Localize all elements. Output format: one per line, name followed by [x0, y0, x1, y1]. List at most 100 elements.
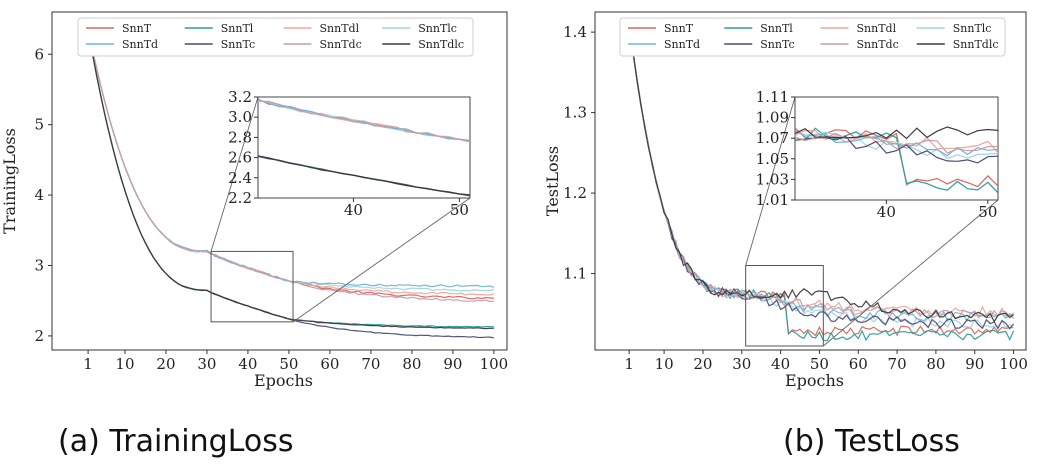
- series-group: [87, 29, 495, 339]
- x-tick-label: 20: [693, 355, 712, 373]
- zoom-connector: [745, 96, 796, 266]
- series-line-SnnTdlc: [87, 29, 494, 330]
- x-tick-label: 40: [771, 355, 790, 373]
- inset-test: 40 50 1.01 1.03 1.05 1.07 1.09 1.11: [756, 88, 999, 221]
- series-group: [628, 23, 1015, 342]
- x-tick-label: 60: [849, 355, 868, 373]
- x-tick-label: 100: [480, 355, 509, 373]
- inset-y-tick-label: 2.4: [228, 169, 252, 187]
- y-tick-label: 1.4: [563, 23, 587, 41]
- inset-line-SnnTlc: [795, 131, 998, 160]
- chart-test: 1 10 20 30 40 50 60 70 80 90 100 1.1 1.2 1.3 1.4 Epochs…: [543, 11, 1028, 390]
- x-tick-label: 50: [279, 355, 298, 373]
- zoom-connector: [823, 199, 999, 347]
- x-tick-label: 60: [320, 355, 339, 373]
- caption-training-loss: (a) TrainingLoss: [58, 424, 294, 459]
- inset-y-tick-label: 1.11: [756, 88, 789, 106]
- legend-frame: [619, 17, 1006, 57]
- chart-training: 1 10 20 30 40 50 60 70 80 90 100 2 3 4 5 6 Epochs Trainin…: [0, 11, 509, 390]
- y-tick-label: 3: [34, 257, 44, 275]
- zoom-box: [210, 250, 294, 323]
- series-line-SnnTdc: [87, 29, 494, 303]
- legend-label-SnnTdl: SnnTdl: [320, 22, 360, 35]
- x-axis-label: Epochs: [254, 371, 313, 390]
- y-axis-label: TrainingLoss: [0, 128, 19, 234]
- inset-line-SnnT: [795, 127, 998, 188]
- y-tick-label: 1.3: [563, 104, 587, 122]
- series-line-SnnTc: [628, 23, 1015, 330]
- x-tick-label: 80: [926, 355, 945, 373]
- x-tick-label: 30: [732, 355, 751, 373]
- y-tick-label: 1.2: [563, 184, 587, 202]
- inset-y-tick-label: 1.07: [756, 129, 789, 147]
- inset-y-tick-label: 1.03: [756, 170, 789, 188]
- x-tick-label: 30: [197, 355, 216, 373]
- inset-frame: [257, 96, 471, 199]
- legend-label-SnnT: SnnT: [664, 22, 694, 35]
- inset-training: 40 50 2.2 2.4 2.6 2.8 3.0 3.2: [228, 88, 471, 219]
- legend-label-SnnTdc: SnnTdc: [857, 38, 899, 51]
- legend: SnnT SnnTl SnnTdl SnnTlc SnnTd SnnTc SnnTdc Snn…: [77, 17, 474, 57]
- inset-line-SnnTc: [795, 135, 998, 164]
- x-tick-label: 1: [624, 355, 634, 373]
- x-tick-label: 10: [655, 355, 674, 373]
- x-tick-label: 50: [810, 355, 829, 373]
- inset-y-tick-label: 1.01: [756, 191, 789, 209]
- legend-label-SnnTc: SnnTc: [221, 38, 255, 51]
- x-tick-label: 10: [115, 355, 134, 373]
- x-tick-label: 80: [402, 355, 421, 373]
- y-tick-label: 5: [34, 116, 44, 134]
- legend-label-SnnTlc: SnnTlc: [418, 22, 457, 35]
- zoom-box: [745, 265, 824, 347]
- inset-y-tick-label: 3.2: [228, 88, 252, 106]
- inset-series-group: [258, 98, 470, 197]
- x-axis-label: Epochs: [785, 371, 844, 390]
- caption-test-loss: (b) TestLoss: [783, 424, 960, 459]
- inset-x-tick-label: 50: [450, 201, 469, 219]
- x-tick-label: 70: [888, 355, 907, 373]
- x-tick-label: 90: [443, 355, 462, 373]
- inset-y-tick-label: 2.6: [228, 149, 252, 167]
- x-tick-label: 90: [965, 355, 984, 373]
- inset-y-tick-label: 3.0: [228, 108, 252, 126]
- inset-series-group: [795, 126, 998, 194]
- legend-label-SnnTdc: SnnTdc: [320, 38, 362, 51]
- x-tick-label: 100: [999, 355, 1028, 373]
- y-tick-label: 2: [34, 327, 44, 345]
- inset-x-tick-label: 40: [344, 201, 363, 219]
- inset-y-tick-label: 2.2: [228, 189, 252, 207]
- inset-line-SnnTdc: [258, 100, 470, 143]
- legend-label-SnnTd: SnnTd: [122, 38, 158, 51]
- legend-label-SnnTl: SnnTl: [760, 22, 793, 35]
- inset-line-SnnTdlc: [795, 126, 998, 140]
- plot-frame: [51, 11, 508, 351]
- x-tick-label: 1: [83, 355, 93, 373]
- legend-label-SnnTc: SnnTc: [760, 38, 794, 51]
- x-tick-label: 20: [156, 355, 175, 373]
- x-tick-label: 40: [238, 355, 257, 373]
- y-axis-label: TestLoss: [543, 146, 562, 216]
- inset-y-tick-label: 1.09: [756, 109, 789, 127]
- figure-canvas: 1 10 20 30 40 50 60 70 80 90 100 2 3 4 5 6 Epochs Trainin…: [0, 11, 1028, 390]
- x-tick-label: 70: [361, 355, 380, 373]
- y-tick-label: 4: [34, 186, 44, 204]
- inset-line-SnnTdc: [795, 132, 998, 154]
- inset-x-tick-label: 40: [877, 203, 896, 221]
- y-tick-label: 1.1: [563, 265, 587, 283]
- legend-label-SnnTd: SnnTd: [664, 38, 700, 51]
- zoom-connector: [292, 197, 471, 323]
- inset-line-SnnTdlc: [258, 155, 470, 196]
- inset-y-tick-label: 1.05: [756, 150, 789, 168]
- legend-label-SnnT: SnnT: [122, 22, 152, 35]
- y-tick-label: 6: [34, 45, 44, 63]
- legend-label-SnnTl: SnnTl: [221, 22, 254, 35]
- legend-label-SnnTdlc: SnnTdlc: [953, 38, 999, 51]
- inset-y-tick-label: 2.8: [228, 128, 252, 146]
- legend-frame: [77, 17, 474, 57]
- legend-label-SnnTdlc: SnnTdlc: [418, 38, 464, 51]
- legend: SnnT SnnTl SnnTdl SnnTlc SnnTd SnnTc SnnTdc Snn…: [619, 17, 1006, 57]
- series-line-SnnTdlc: [628, 23, 1014, 323]
- plot-frame: [594, 11, 1027, 351]
- legend-label-SnnTlc: SnnTlc: [953, 22, 992, 35]
- inset-x-tick-label: 50: [978, 203, 997, 221]
